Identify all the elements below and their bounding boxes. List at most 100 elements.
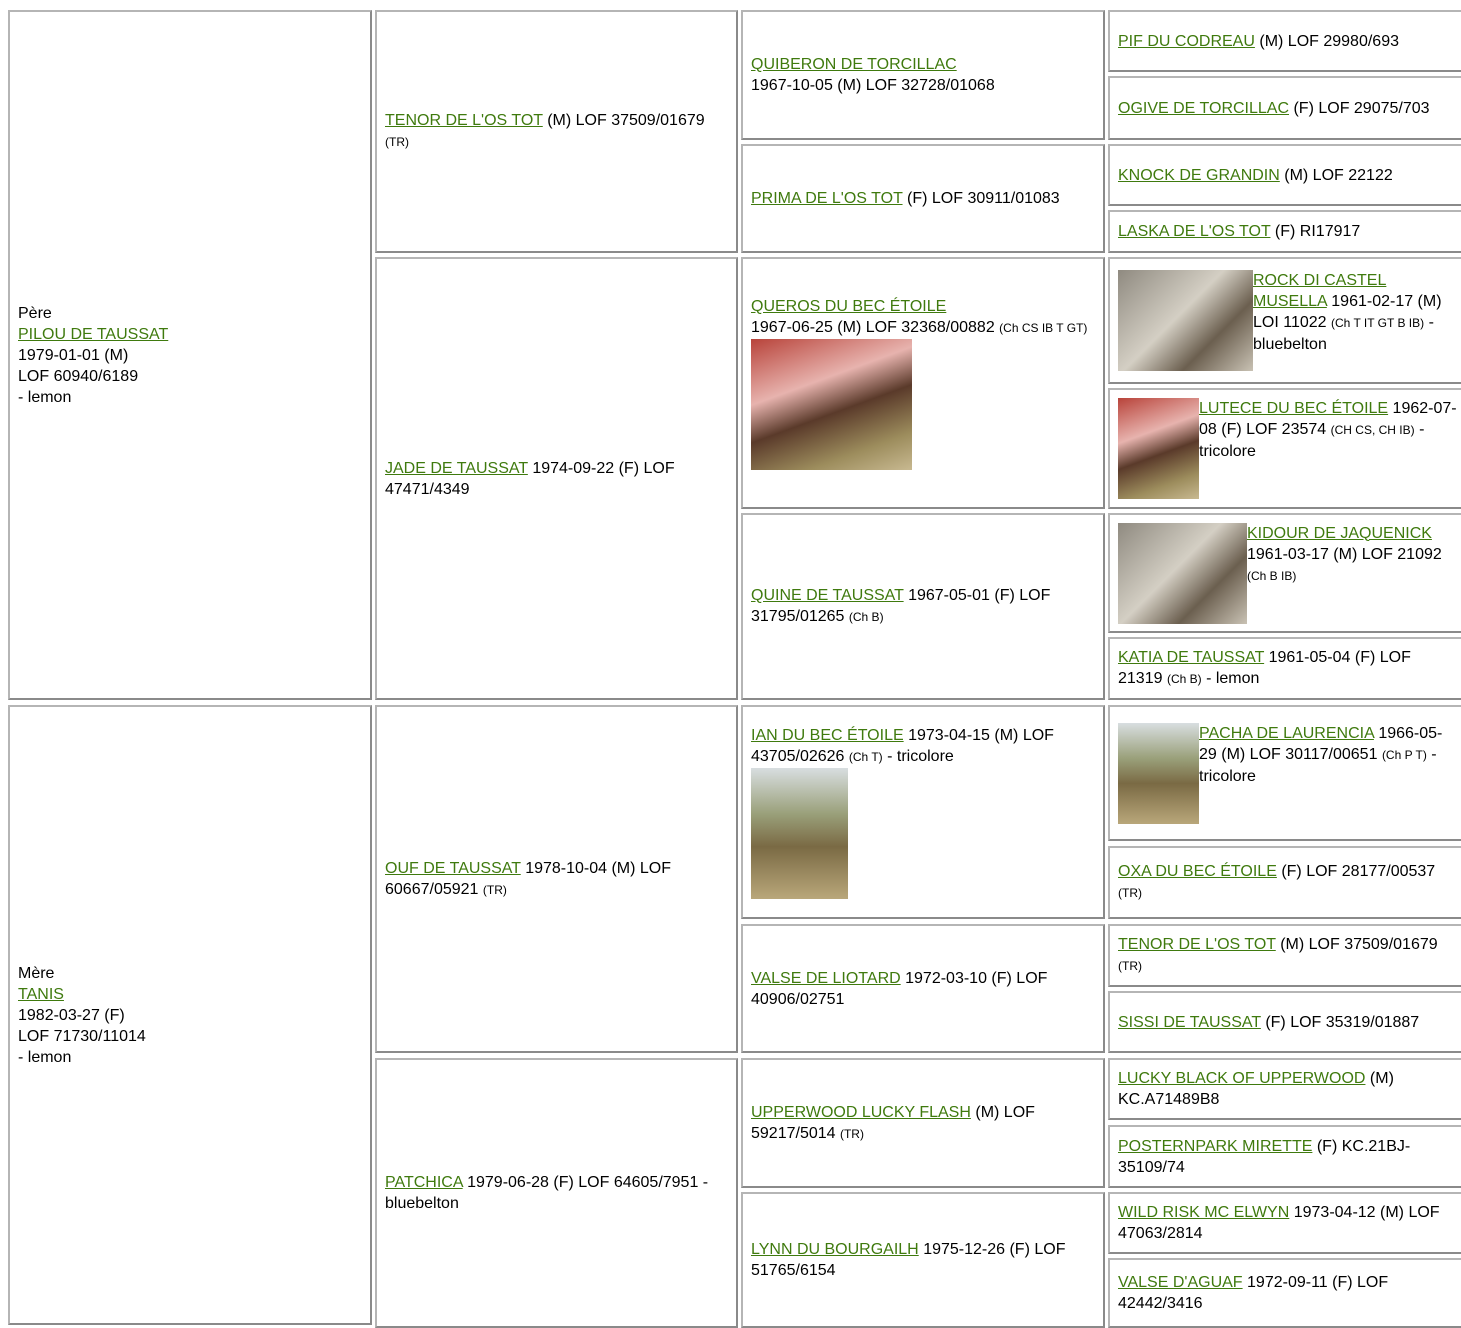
dog-photo [751,339,912,470]
dog-detail: LOF 71730/11014 [18,1027,146,1045]
dog-titles: (TR) [385,135,409,149]
dog-link[interactable]: LASKA DE L'OS TOT [1118,223,1271,240]
dog-titles: (TR) [839,1126,864,1141]
pedigree-cell: VALSE DE LIOTARD 1972-03-10 (F) LOF 4090… [741,924,1105,1053]
dog-detail: 1961-05-04 (F) LOF 21319 [1118,649,1411,687]
dog-link[interactable]: VALSE D'AGUAF [1118,1274,1243,1291]
cell-content: Mère TANIS 1982-03-27 (F) LOF 71730/11014 - … [18,963,146,1068]
pedigree-cell: LUTECE DU BEC ÉTOILE 1962-07-08 (F) LOF … [1108,388,1461,509]
dog-link[interactable]: LUCKY BLACK OF UPPERWOOD [1118,1070,1366,1087]
cell-content: VALSE DE LIOTARD 1972-03-10 (F) LOF 4090… [751,968,1095,1010]
dog-link[interactable]: JADE DE TAUSSAT [385,459,528,477]
dog-detail: (M) KC.A71489B8 [1118,1070,1394,1108]
dog-link[interactable]: POSTERNPARK MIRETTE [1118,1137,1313,1155]
dog-link[interactable]: PILOU DE TAUSSAT [18,325,169,343]
pedigree-cell: KATIA DE TAUSSAT 1961-05-04 (F) LOF 2131… [1108,637,1461,700]
dog-titles: (Ch B IB) [1247,568,1297,583]
dog-link[interactable]: KIDOUR DE JAQUENICK [1247,524,1432,542]
dog-detail: (M) LOF 29980/693 [1259,32,1399,50]
pedigree-cell: SISSI DE TAUSSAT (F) LOF 35319/01887 [1108,991,1461,1053]
dog-info: LYNN DU BOURGAILH 1975-12-26 (F) LOF 517… [751,1239,1095,1281]
dog-info: POSTERNPARK MIRETTE (F) KC.21BJ-35109/74 [1118,1136,1458,1178]
pedigree-cell: QUINE DE TAUSSAT 1967-05-01 (F) LOF 3179… [741,513,1105,700]
dog-titles: (TR) [1118,886,1142,900]
cell-content: PIF DU CODREAU (M) LOF 29980/693 [1118,31,1399,52]
pedigree-cell: Père PILOU DE TAUSSAT 1979-01-01 (M) LOF 60… [8,10,372,700]
dog-link[interactable]: OUF DE TAUSSAT [385,859,521,877]
dog-color: - bluebelton [1253,314,1434,353]
dog-detail: 1973-04-12 (M) LOF 47063/2814 [1118,1204,1440,1242]
pedigree-cell: PIF DU CODREAU (M) LOF 29980/693 [1108,10,1461,72]
dog-info: OXA DU BEC ÉTOILE (F) LOF 28177/00537 (T… [1118,861,1458,904]
cell-content: KIDOUR DE JAQUENICK 1961-03-17 (M) LOF 2… [1118,522,1458,624]
pedigree-cell: OGIVE DE TORCILLAC (F) LOF 29075/703 [1108,76,1461,140]
cell-content: JADE DE TAUSSAT 1974-09-22 (F) LOF 47471… [385,458,728,500]
dog-link[interactable]: ROCK DI CASTEL MUSELLA [1253,272,1387,310]
dog-link[interactable]: KATIA DE TAUSSAT [1118,649,1265,666]
cell-content: Père PILOU DE TAUSSAT 1979-01-01 (M) LOF 60… [18,303,168,408]
dog-link[interactable]: WILD RISK MC ELWYN [1118,1204,1290,1221]
pedigree-cell: LYNN DU BOURGAILH 1975-12-26 (F) LOF 517… [741,1192,1105,1328]
pedigree-cell: PATCHICA 1979-06-28 (F) LOF 64605/7951 -… [375,1058,738,1328]
dog-link[interactable]: QUIBERON DE TORCILLAC [751,56,957,73]
dog-link[interactable]: PACHA DE LAURENCIA [1199,724,1374,742]
dog-link[interactable]: UPPERWOOD LUCKY FLASH [751,1103,971,1121]
pedigree-cell: TENOR DE L'OS TOT (M) LOF 37509/01679 (T… [1108,924,1461,987]
parent-label: Mère [18,964,55,982]
dog-link[interactable]: TENOR DE L'OS TOT [1118,936,1276,953]
dog-link[interactable]: PRIMA DE L'OS TOT [751,190,903,207]
dog-link[interactable]: KNOCK DE GRANDIN [1118,166,1280,184]
dog-info: OGIVE DE TORCILLAC (F) LOF 29075/703 [1118,98,1430,119]
dog-info: TENOR DE L'OS TOT (M) LOF 37509/01679 (T… [1118,934,1458,977]
dog-info: OUF DE TAUSSAT 1978-10-04 (M) LOF 60667/… [385,858,728,901]
dog-photo [751,768,848,899]
dog-info: KATIA DE TAUSSAT 1961-05-04 (F) LOF 2131… [1118,647,1458,690]
dog-link[interactable]: OXA DU BEC ÉTOILE [1118,863,1277,880]
dog-link[interactable]: SISSI DE TAUSSAT [1118,1013,1261,1031]
pedigree-cell: OXA DU BEC ÉTOILE (F) LOF 28177/00537 (T… [1108,846,1461,919]
dog-link[interactable]: PIF DU CODREAU [1118,32,1255,50]
dog-info: KNOCK DE GRANDIN (M) LOF 22122 [1118,165,1393,186]
dog-detail: 1979-06-28 (F) LOF 64605/7951 - bluebelt… [385,1174,709,1212]
dog-link[interactable]: TENOR DE L'OS TOT [385,112,543,129]
dog-detail: (M) LOF 37509/01679 [547,112,705,129]
dog-link[interactable]: IAN DU BEC ÉTOILE [751,727,904,744]
dog-link[interactable]: LYNN DU BOURGAILH [751,1241,919,1258]
dog-photo [1118,398,1199,499]
dog-titles: (Ch B) [848,610,884,624]
dog-info: Mère TANIS 1982-03-27 (F) LOF 71730/11014 - … [18,963,146,1068]
cell-content: LUTECE DU BEC ÉTOILE 1962-07-08 (F) LOF … [1118,398,1458,499]
dog-link[interactable]: LUTECE DU BEC ÉTOILE [1199,400,1389,417]
dog-detail: (M) LOF 59217/5014 [751,1103,1035,1142]
cell-content: POSTERNPARK MIRETTE (F) KC.21BJ-35109/74 [1118,1136,1458,1178]
dog-info: IAN DU BEC ÉTOILE 1973-04-15 (M) LOF 437… [751,725,1095,768]
dog-link[interactable]: QUEROS DU BEC ÉTOILE [751,298,947,315]
dog-detail: 1967-06-25 (M) LOF 32368/00882 [751,319,995,336]
cell-content: OGIVE DE TORCILLAC (F) LOF 29075/703 [1118,98,1430,119]
pedigree-cell: VALSE D'AGUAF 1972-09-11 (F) LOF 42442/3… [1108,1258,1461,1328]
dog-link[interactable]: VALSE DE LIOTARD [751,969,901,987]
pedigree-cell: POSTERNPARK MIRETTE (F) KC.21BJ-35109/74 [1108,1125,1461,1188]
cell-content: TENOR DE L'OS TOT (M) LOF 37509/01679 (T… [385,110,728,153]
cell-content: QUINE DE TAUSSAT 1967-05-01 (F) LOF 3179… [751,585,1095,628]
dog-titles: (CH CS, CH IB) [1330,423,1415,437]
cell-content: UPPERWOOD LUCKY FLASH (M) LOF 59217/5014… [751,1102,1095,1145]
dog-link[interactable]: QUINE DE TAUSSAT [751,587,904,604]
pedigree-cell: Mère TANIS 1982-03-27 (F) LOF 71730/11014 - … [8,705,372,1325]
pedigree-cell: TENOR DE L'OS TOT (M) LOF 37509/01679 (T… [375,10,738,253]
dog-detail: 1962-07-08 (F) LOF 23574 [1199,400,1457,438]
dog-info: QUIBERON DE TORCILLAC 1967-10-05 (M) LOF … [751,54,995,96]
dog-detail: (M) LOF 37509/01679 [1280,936,1438,953]
dog-link[interactable]: OGIVE DE TORCILLAC [1118,99,1290,117]
dog-detail: - lemon [18,1048,72,1066]
dog-info: JADE DE TAUSSAT 1974-09-22 (F) LOF 47471… [385,458,728,500]
pedigree-cell: QUEROS DU BEC ÉTOILE 1967-06-25 (M) LOF 3… [741,257,1105,509]
dog-link[interactable]: TANIS [18,985,64,1003]
dog-link[interactable]: PATCHICA [385,1174,463,1191]
pedigree-cell: PACHA DE LAURENCIA 1966-05-29 (M) LOF 30… [1108,705,1461,841]
dog-detail: 1961-03-17 (M) LOF 21092 [1247,545,1442,563]
dog-detail: 1974-09-22 (F) LOF 47471/4349 [385,459,675,498]
dog-info: ROCK DI CASTEL MUSELLA 1961-02-17 (M) LO… [1253,270,1458,355]
dog-color: - tricolore [887,748,954,765]
dog-titles: (Ch P T) [1381,747,1427,762]
